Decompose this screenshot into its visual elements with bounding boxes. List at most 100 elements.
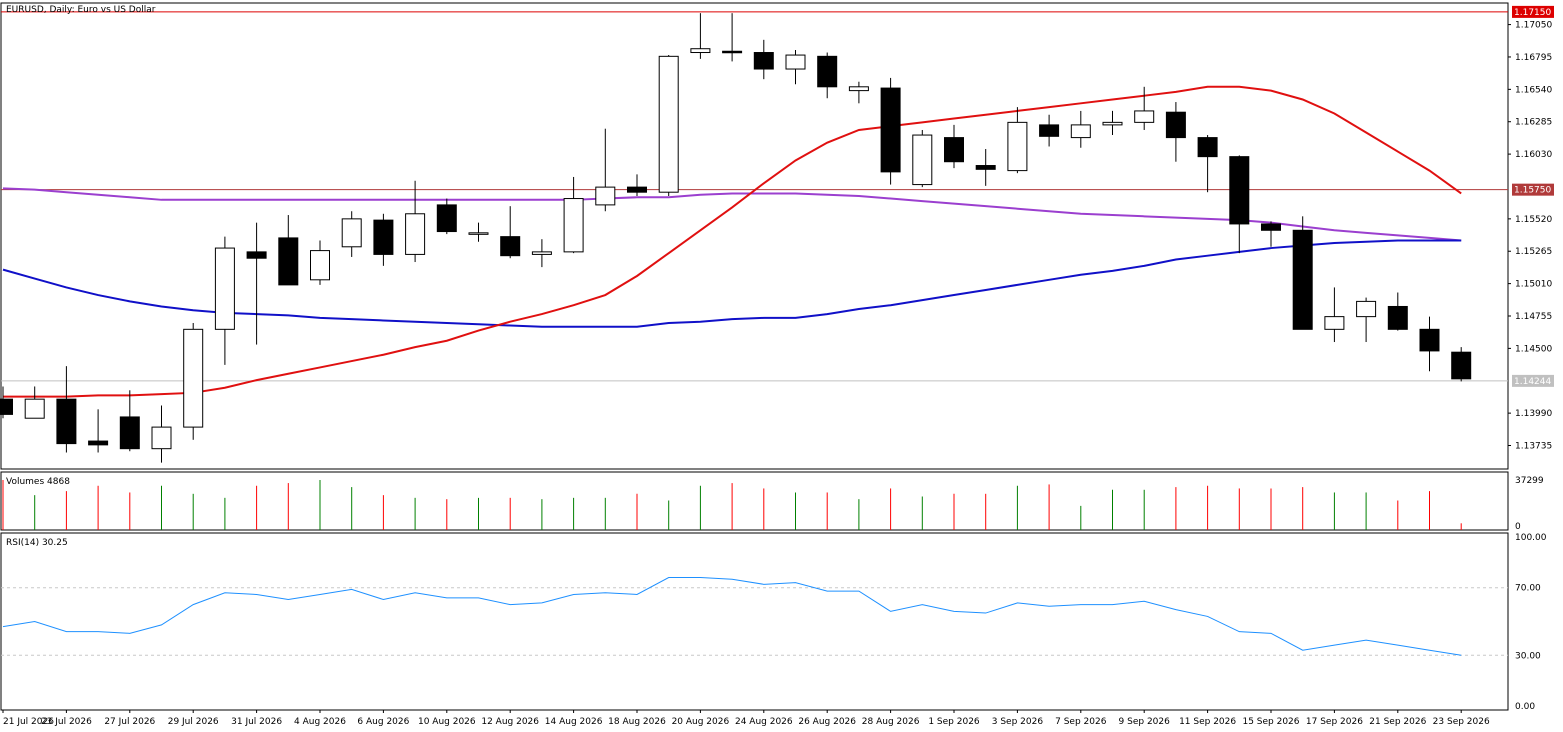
rsi-line bbox=[2, 577, 1462, 656]
chart-title: EURUSD, Daily: Euro vs US Dollar bbox=[6, 5, 156, 15]
candle bbox=[1070, 110, 1091, 148]
candle-body bbox=[1039, 124, 1060, 137]
candle bbox=[1197, 135, 1218, 193]
time-tick-label: 26 Aug 2026 bbox=[798, 717, 856, 727]
price-tick-label: 1.13990 bbox=[1515, 409, 1552, 419]
price-tick-label: 1.16540 bbox=[1515, 85, 1552, 95]
candle bbox=[690, 13, 711, 59]
candle-body bbox=[627, 186, 647, 193]
candle-body bbox=[785, 54, 806, 70]
candle bbox=[405, 180, 426, 263]
time-tick-label: 14 Aug 2026 bbox=[545, 717, 603, 727]
candle bbox=[1356, 297, 1377, 343]
candle bbox=[595, 128, 616, 212]
volume-pane bbox=[0, 471, 1509, 531]
level-tag-label: 1.15750 bbox=[1514, 186, 1551, 196]
price-tick-label: 1.13735 bbox=[1515, 442, 1552, 452]
candle-body bbox=[722, 50, 743, 54]
candle-body bbox=[24, 398, 45, 419]
candle bbox=[1292, 216, 1313, 330]
candle-body bbox=[1451, 351, 1472, 380]
candle-body bbox=[1229, 156, 1250, 225]
candle-body bbox=[151, 426, 172, 450]
candle-body bbox=[1102, 121, 1123, 126]
volume-label: Volumes 4868 bbox=[6, 477, 70, 487]
candle-body bbox=[817, 55, 838, 88]
candle-body bbox=[1419, 328, 1440, 352]
candle bbox=[119, 390, 140, 452]
time-tick-label: 28 Aug 2026 bbox=[862, 717, 920, 727]
candle-body bbox=[183, 328, 204, 428]
candle-body bbox=[848, 86, 869, 92]
candle-body bbox=[341, 218, 362, 248]
level-tag bbox=[1512, 5, 1554, 18]
time-tick-label: 3 Sep 2026 bbox=[992, 717, 1044, 727]
time-tick-label: 20 Aug 2026 bbox=[672, 717, 730, 727]
time-tick-label: 31 Jul 2026 bbox=[231, 717, 282, 727]
candle bbox=[817, 52, 838, 99]
candle bbox=[436, 198, 457, 235]
rsi-tick-label: 70.00 bbox=[1515, 584, 1541, 594]
price-tick-label: 1.16795 bbox=[1515, 53, 1552, 63]
candle-body bbox=[912, 134, 933, 186]
candle bbox=[183, 322, 204, 440]
candle-body bbox=[753, 52, 774, 70]
candle-body bbox=[310, 250, 330, 281]
level-tag-label: 1.17150 bbox=[1514, 8, 1551, 18]
candle bbox=[944, 124, 964, 169]
price-tick-label: 1.15520 bbox=[1515, 215, 1552, 225]
candle-body bbox=[1070, 124, 1091, 139]
rsi-label: RSI(14) 30.25 bbox=[6, 538, 68, 548]
time-tick-label: 17 Sep 2026 bbox=[1306, 717, 1363, 727]
candle-body bbox=[1165, 111, 1186, 139]
candle-body bbox=[1324, 316, 1345, 330]
candle-body bbox=[373, 219, 394, 255]
candle bbox=[563, 176, 584, 254]
price-pane bbox=[0, 2, 1509, 470]
candle bbox=[785, 49, 806, 85]
candle-body bbox=[531, 251, 552, 255]
candle bbox=[1451, 347, 1472, 382]
time-tick-label: 27 Jul 2026 bbox=[104, 717, 155, 727]
time-tick-label: 9 Sep 2026 bbox=[1119, 717, 1171, 727]
time-tick-label: 23 Sep 2026 bbox=[1433, 717, 1490, 727]
ma-blue-line bbox=[2, 239, 1462, 328]
time-tick-label: 11 Sep 2026 bbox=[1179, 717, 1236, 727]
candle-body bbox=[1134, 110, 1155, 123]
candle bbox=[246, 222, 267, 345]
time-tick-label: 15 Sep 2026 bbox=[1242, 717, 1299, 727]
candle-body bbox=[88, 440, 109, 446]
candle-body bbox=[563, 198, 584, 253]
candle bbox=[753, 39, 774, 80]
candle bbox=[341, 211, 362, 257]
rsi-tick-label: 0.00 bbox=[1515, 702, 1535, 712]
candle-body bbox=[690, 48, 711, 54]
price-tick-label: 1.14755 bbox=[1515, 312, 1552, 322]
price-tick-label: 1.16285 bbox=[1515, 118, 1552, 128]
time-tick-label: 7 Sep 2026 bbox=[1055, 717, 1107, 727]
candle bbox=[310, 240, 330, 285]
candle-body bbox=[436, 204, 457, 233]
candle-body bbox=[119, 416, 140, 450]
candle bbox=[1039, 114, 1060, 147]
candle-body bbox=[56, 398, 77, 445]
candle-body bbox=[658, 55, 679, 193]
candle-body bbox=[1356, 300, 1377, 318]
time-tick-label: 18 Aug 2026 bbox=[608, 717, 666, 727]
candle-body bbox=[468, 232, 489, 235]
candle-body bbox=[278, 237, 299, 286]
rsi-pane bbox=[0, 532, 1509, 711]
candle bbox=[722, 13, 743, 62]
candle bbox=[1007, 107, 1028, 174]
candle bbox=[0, 386, 13, 419]
candle bbox=[627, 174, 647, 197]
candle bbox=[24, 386, 45, 419]
time-tick-label: 21 Sep 2026 bbox=[1369, 717, 1426, 727]
candle-body bbox=[595, 186, 616, 206]
candle-body bbox=[0, 398, 13, 415]
candle bbox=[151, 405, 172, 463]
price-tick-label: 1.14500 bbox=[1515, 344, 1552, 354]
candle bbox=[880, 77, 901, 185]
candle-body bbox=[975, 165, 996, 170]
